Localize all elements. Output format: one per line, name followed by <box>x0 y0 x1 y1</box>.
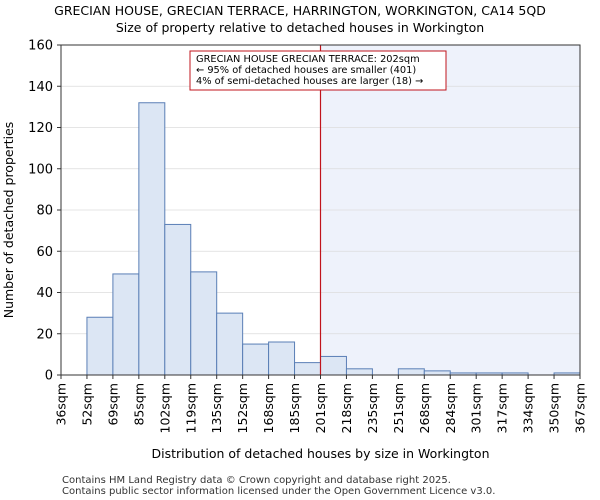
x-tick-label-268sqm: 268sqm <box>417 383 432 433</box>
x-tick-label-334sqm: 334sqm <box>521 383 536 433</box>
x-tick-label-119sqm: 119sqm <box>183 383 198 433</box>
bar-185sqm <box>294 362 321 376</box>
x-tick-label-367sqm: 367sqm <box>573 383 588 433</box>
y-tick-label-2: 40 <box>36 286 53 301</box>
bar-201sqm <box>320 355 347 376</box>
y-axis-label: Number of detached properties <box>1 122 16 319</box>
y-tick-label-8: 160 <box>28 39 53 54</box>
x-tick-label-36sqm: 36sqm <box>54 383 69 426</box>
bar-52sqm <box>86 316 114 376</box>
bar-119sqm <box>190 271 218 376</box>
x-axis-label: Distribution of detached houses by size … <box>151 446 489 461</box>
x-tick-label-201sqm: 201sqm <box>313 383 328 433</box>
bars <box>86 102 581 376</box>
y-tick-label-6: 120 <box>28 121 53 136</box>
chart-subtitle: Size of property relative to detached ho… <box>115 20 485 35</box>
bar-168sqm <box>268 341 296 376</box>
x-axis-ticks: 36sqm 52sqm 69sqm 85sqm 102sqm 119sqm 135sqm 15… <box>54 375 588 433</box>
bar-152sqm <box>242 343 270 376</box>
x-tick-label-185sqm: 185sqm <box>287 383 302 433</box>
x-tick-label-218sqm: 218sqm <box>339 383 354 433</box>
bar-251sqm <box>397 368 425 376</box>
y-tick-label-5: 100 <box>28 162 53 177</box>
bar-85sqm <box>138 102 166 376</box>
y-tick-label-4: 80 <box>36 204 53 219</box>
y-axis-ticks: 0 20 40 60 80 100 120 140 160 <box>28 39 61 384</box>
x-tick-label-284sqm: 284sqm <box>443 383 458 433</box>
annotation-box: GRECIAN HOUSE GRECIAN TERRACE: 202sqm ← … <box>189 50 447 91</box>
footer-line-1: Contains HM Land Registry data © Crown c… <box>62 475 451 486</box>
x-tick-label-251sqm: 251sqm <box>391 383 406 433</box>
annotation-line-1: GRECIAN HOUSE GRECIAN TERRACE: 202sqm <box>196 54 420 65</box>
x-tick-label-69sqm: 69sqm <box>105 383 120 426</box>
x-tick-label-301sqm: 301sqm <box>469 383 484 433</box>
x-tick-label-135sqm: 135sqm <box>209 383 224 433</box>
x-tick-label-85sqm: 85sqm <box>131 383 146 426</box>
x-tick-label-168sqm: 168sqm <box>261 383 276 433</box>
y-tick-label-0: 0 <box>45 369 53 384</box>
x-tick-label-52sqm: 52sqm <box>79 383 94 426</box>
annotation-border <box>189 50 447 91</box>
y-tick-label-3: 60 <box>36 245 53 260</box>
bar-268sqm <box>423 370 451 376</box>
footer-line-2: Contains public sector information licen… <box>62 486 496 497</box>
bar-218sqm <box>345 368 373 376</box>
x-tick-label-350sqm: 350sqm <box>547 383 562 433</box>
x-tick-label-317sqm: 317sqm <box>495 383 510 433</box>
y-tick-label-7: 140 <box>28 80 53 95</box>
bar-135sqm <box>216 312 244 376</box>
x-tick-label-102sqm: 102sqm <box>157 383 172 433</box>
y-tick-label-1: 20 <box>36 327 53 342</box>
bar-69sqm <box>112 273 140 376</box>
x-tick-label-235sqm: 235sqm <box>365 383 380 433</box>
bar-102sqm <box>164 223 192 376</box>
chart-title: GRECIAN HOUSE, GRECIAN TERRACE, HARRINGT… <box>54 3 546 18</box>
annotation-line-2: ← 95% of detached houses are smaller (40… <box>196 65 416 76</box>
x-tick-label-152sqm: 152sqm <box>235 383 250 433</box>
annotation-line-3: 4% of semi-detached houses are larger (1… <box>196 76 423 87</box>
